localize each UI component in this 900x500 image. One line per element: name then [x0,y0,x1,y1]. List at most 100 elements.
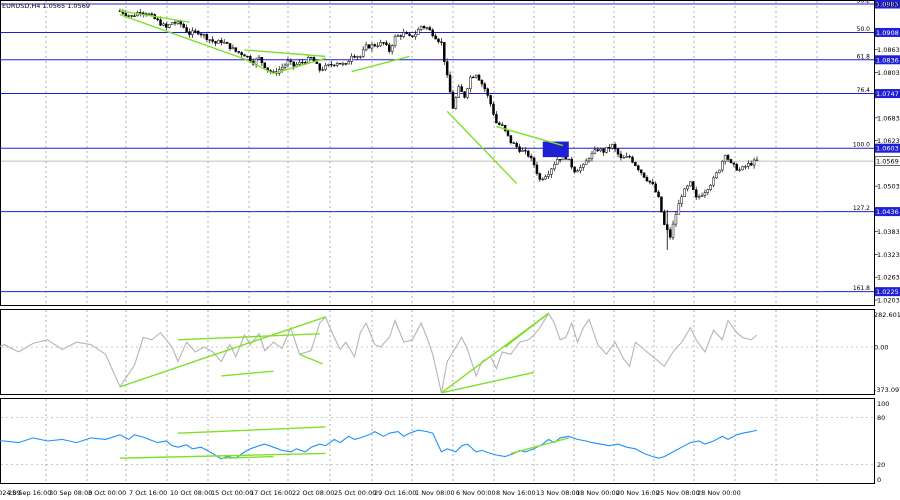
candle-body [651,181,655,185]
candle-body [660,196,663,213]
trendline [119,13,245,60]
x-axis-label: 30 Sep 08:00 [49,489,92,497]
cci-tick-label: -373.0970 [874,386,900,394]
candle-body [382,42,385,44]
price-tick-label: 1.0803 [877,69,900,77]
candle-body [379,42,382,47]
candle-body [706,189,710,194]
fibonacci-levels: 38.2 1.0983 50.0 1.0908 61.8 1.0836 76.4 1.0747… [1,0,900,297]
candle-body [721,160,724,171]
candle-body [347,61,350,65]
candle-body [509,135,513,143]
cci-series [0,312,758,393]
candle-body [680,196,683,204]
candle-body [191,30,194,35]
candle-body [469,76,472,89]
x-axis-label: 25 Nov 08:00 [656,489,700,497]
candle-body [338,62,342,65]
cci-panel-frame [0,309,875,395]
candle-body [422,25,426,29]
candle-body [657,191,660,198]
candle-body [350,55,353,62]
price-tick-label: 1.0863 [877,46,900,54]
candle-body [359,56,362,58]
candle-body [579,167,582,172]
candle-body [466,88,469,98]
candle-body [321,69,324,71]
candle-body [179,21,183,25]
candle-body [243,54,246,57]
current-price-badge [874,156,900,166]
candle-body [170,22,174,25]
candle-body [524,150,527,152]
rsi-tick-label: 0 [877,476,881,484]
candle-body [506,130,510,136]
x-axis-label: 28 Nov 00:00 [697,489,741,497]
candle-body [414,34,417,37]
x-axis-label: 10 Oct 08:00 [170,489,212,497]
price-tick-label: 1.0623 [877,137,900,145]
candle-body [512,142,516,144]
candle-body [671,223,675,238]
candle-body [127,15,130,17]
trendline [177,333,320,341]
candle-body [162,23,165,26]
candle-body [495,114,498,124]
x-axis-label: 3 Oct 00:00 [88,489,126,497]
candle-body [527,150,530,157]
candle-body [388,44,391,52]
candle-body [448,74,452,93]
current-price-text: 1.0569 [876,158,899,166]
x-axis-label: 13 Nov 08:00 [536,489,580,497]
candle-body [217,40,220,44]
rsi-tick-label: 100 [877,400,889,408]
candle-body [477,74,481,81]
fib-price-text: 1.0836 [876,56,899,64]
candle-body [457,86,461,98]
candle-body [356,56,359,58]
x-axis-label: 7 Oct 16:00 [129,489,167,497]
candle-body [613,144,617,150]
candle-body [234,47,238,52]
candle-body [385,42,388,46]
candle-body [402,32,406,37]
candle-body [535,164,539,174]
fib-price-text: 1.0983 [876,1,899,9]
candle-body [492,103,495,115]
fib-level-label: 161.8 [853,285,870,292]
fib-price-text: 1.0747 [876,90,899,98]
trendline [504,312,549,348]
candle-body [570,158,573,168]
candle-body [663,211,666,225]
candle-body [260,57,264,63]
vertical-grid [45,1,818,483]
candle-body [176,21,180,24]
candle-body [677,203,681,215]
candle-body [130,15,133,17]
candle-body [639,169,643,174]
candle-body [304,62,307,64]
rsi-series [0,429,758,460]
candle-body [605,147,608,153]
candle-body [185,27,188,32]
candle-body [616,148,620,155]
candle-body [411,35,414,37]
candle-body [460,86,463,92]
candle-body [694,189,698,198]
candle-body [738,169,741,171]
candle-body [333,64,336,67]
candle-body [353,55,356,58]
candle-body [367,44,371,49]
candle-body [361,49,365,57]
candle-body [550,168,553,175]
x-axis-label: 2024.09 [0,489,21,497]
candle-body [747,163,750,167]
x-axis-label: 17 Oct 16:00 [250,489,292,497]
cci-tick-label: 282.6012 [874,311,900,319]
price-tick-label: 1.0983 [877,1,900,9]
candle-body [257,57,261,60]
candle-body [309,57,313,59]
candle-body [752,159,756,166]
candle-body [500,124,504,126]
